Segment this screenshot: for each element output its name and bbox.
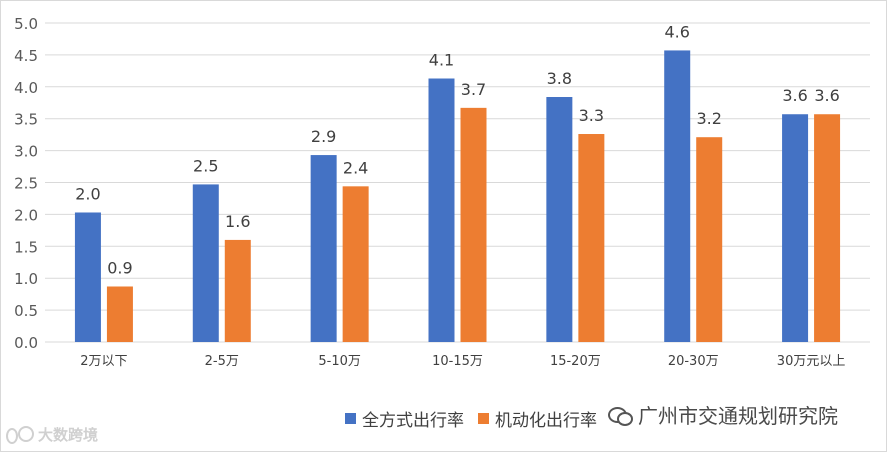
bar [74,212,101,342]
bar [342,186,369,342]
y-tick-label: 2.0 [14,206,38,224]
data-label: 1.6 [225,212,250,231]
x-tick-label: 10-15万 [432,354,483,369]
bar [224,239,251,342]
watermark: 广州市交通规划研究院 [608,400,838,429]
legend: 全方式出行率 机动化出行率 [345,406,611,431]
data-label: 2.5 [193,156,218,175]
legend-item-series-0: 全方式出行率 [345,406,464,431]
legend-label: 机动化出行率 [495,411,597,431]
data-label: 4.1 [429,51,454,70]
wechat-icon [608,405,633,426]
y-tick-label: 5.0 [14,15,38,33]
y-tick-label: 0.5 [14,302,38,320]
data-label: 3.6 [814,86,839,105]
logo-icon [6,425,34,444]
y-tick-label: 4.5 [14,47,38,65]
y-tick-label: 3.5 [14,111,38,129]
data-label: 2.9 [311,127,336,146]
bar [428,78,455,343]
x-tick-label: 15-20万 [550,354,601,369]
legend-label: 全方式出行率 [362,411,464,431]
logo-text: 大数跨境 [38,426,99,444]
bar [664,50,691,343]
bar [782,114,809,342]
data-label: 4.6 [664,22,689,41]
x-tick-label: 30万元以上 [777,354,846,369]
y-tick-label: 4.0 [14,79,38,97]
data-labels: 2.0 0.9 2.5 1.6 2.9 2.4 4.1 3.7 3.8 3.3 4.6 3.2 3.6 3… [75,22,840,277]
data-label: 3.7 [461,80,486,99]
x-tick-label: 2-5万 [205,354,239,369]
data-label: 3.8 [547,69,572,88]
x-tick-label: 2万以下 [80,354,127,369]
bar [310,155,337,342]
bar [578,134,605,342]
data-label: 0.9 [107,258,132,277]
legend-swatch-orange [478,413,489,424]
y-tick-label: 1.5 [14,238,38,256]
data-label: 3.2 [696,109,721,128]
data-label: 2.4 [343,158,368,177]
bar [106,286,133,342]
bar [546,97,573,343]
watermark-text: 广州市交通规划研究院 [638,404,838,428]
bar [696,137,723,342]
y-tick-label: 3.0 [14,143,38,161]
data-label: 2.0 [75,184,100,203]
data-label: 3.6 [782,86,807,105]
legend-item-series-1: 机动化出行率 [478,406,597,431]
y-tick-label: 0.0 [14,334,38,352]
logo: 大数跨境 [6,424,98,445]
bar [460,107,487,342]
gridlines [45,22,870,343]
y-tick-label: 2.5 [14,175,38,193]
axes: 0.0 0.5 1.0 1.5 2.0 2.5 3.0 3.5 4.0 4.5 5.0 2万以下 2-5… [14,15,845,369]
data-label: 3.3 [579,106,604,125]
x-tick-label: 5-10万 [318,354,361,369]
bar [192,184,219,342]
x-tick-label: 20-30万 [668,354,719,369]
bar [814,114,841,342]
y-tick-label: 1.0 [14,270,38,288]
bars [74,50,841,343]
legend-swatch-blue [345,413,356,424]
